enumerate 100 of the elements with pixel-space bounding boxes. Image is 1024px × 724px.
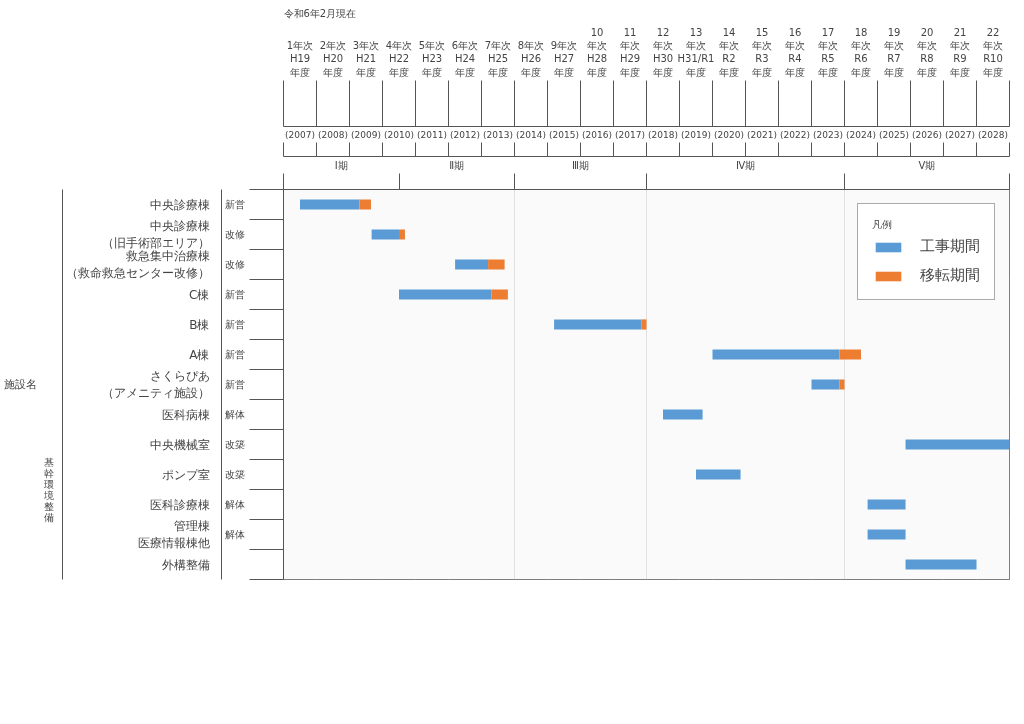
- bar: [712, 349, 840, 360]
- text: 4年次 H22年度: [385, 40, 413, 78]
- x-tick-label: (2016): [582, 129, 612, 140]
- text: 基幹環境整備: [42, 456, 54, 523]
- text: 16年次 R4年度: [785, 26, 805, 78]
- y-tick-label: 中央機械室: [149, 437, 210, 452]
- text: 9年次 H27年度: [550, 40, 578, 78]
- text: 13年次 H31/R1年度: [677, 26, 715, 78]
- text: 解体: [224, 409, 245, 420]
- text: 新営: [224, 379, 245, 390]
- band-label: Ⅰ期: [334, 159, 348, 171]
- x-tick-label: (2021): [747, 129, 777, 140]
- x-tick-label: (2020): [714, 129, 744, 140]
- y-tick-label: 管理棟医療情報棟他: [137, 519, 210, 550]
- bar: [491, 289, 508, 300]
- bar: [839, 379, 845, 390]
- text: 12年次 H30年度: [652, 26, 674, 78]
- y-tick-label: 中央診療棟: [149, 197, 210, 212]
- text: 19年次 R7年度: [884, 26, 904, 78]
- band-label: Ⅱ期: [449, 159, 465, 171]
- x-tick-label: (2017): [615, 129, 645, 140]
- x-tick-label: (2015): [549, 129, 579, 140]
- text: 新営: [224, 319, 245, 330]
- x-tick-label: (2011): [417, 129, 447, 140]
- text: 新営: [224, 349, 245, 360]
- bar: [811, 379, 840, 390]
- x-tick-label: (2013): [483, 129, 513, 140]
- text: 解体: [224, 529, 245, 540]
- bar: [905, 559, 977, 570]
- text: 3年次 H21年度: [352, 40, 380, 78]
- y-axis-title: 施設名: [3, 378, 37, 391]
- text: 8年次 H26年度: [517, 40, 545, 78]
- y-tick-label: C棟: [189, 287, 210, 302]
- bar: [867, 529, 906, 540]
- y-tick-label: 救急集中治療棟（救命救急センター改修）: [65, 249, 210, 280]
- bar: [399, 289, 492, 300]
- bar: [641, 319, 647, 330]
- text: 20年次 R8年度: [917, 26, 937, 78]
- band-label: Ⅲ期: [572, 159, 589, 171]
- x-tick-label: (2026): [912, 129, 942, 140]
- text: 17年次 R5年度: [818, 26, 838, 78]
- legend-title: 凡例: [872, 218, 893, 232]
- text: 11年次 H29年度: [619, 26, 641, 78]
- bar: [696, 469, 741, 480]
- text: 2年次 H20年度: [319, 40, 347, 78]
- bar: [359, 199, 371, 210]
- x-tick-label: (2028): [978, 129, 1008, 140]
- bar: [371, 229, 399, 240]
- x-tick-label: (2009): [351, 129, 381, 140]
- text: 21年次 R9年度: [950, 26, 970, 78]
- text: 令和6年2月現在: [283, 7, 357, 19]
- x-tick-label: (2027): [945, 129, 975, 140]
- y-tick-label: 外構整備: [161, 557, 210, 572]
- x-tick-label: (2012): [450, 129, 480, 140]
- x-tick-label: (2007): [285, 129, 315, 140]
- x-tick-label: (2023): [813, 129, 843, 140]
- bar: [905, 439, 1010, 450]
- text: 18年次 R6年度: [851, 26, 871, 78]
- text: 改築: [224, 439, 245, 450]
- y-tick-label: A棟: [189, 347, 210, 362]
- text: 6年次 H24年度: [451, 40, 479, 78]
- x-tick-label: (2025): [879, 129, 909, 140]
- bar: [554, 319, 642, 330]
- y-tick-label: さくらぴあ（アメニティ施設）: [101, 369, 210, 400]
- text: 1年次 H19年度: [286, 40, 314, 78]
- y-tick-label: 医科病棟: [161, 407, 210, 422]
- bar: [488, 259, 505, 270]
- text: 改修: [224, 229, 245, 240]
- x-tick-label: (2014): [516, 129, 546, 140]
- text: 新営: [224, 289, 245, 300]
- x-tick-label: (2008): [318, 129, 348, 140]
- x-tick-label: (2018): [648, 129, 678, 140]
- y-tick-label: 中央診療棟（旧手術部エリア）: [101, 219, 210, 250]
- text: 14年次 R2年度: [719, 26, 739, 78]
- y-tick-label: B棟: [189, 317, 210, 332]
- text: 10年次 H28年度: [586, 26, 608, 78]
- text: 改修: [224, 259, 245, 270]
- bar: [839, 349, 861, 360]
- x-tick-label: (2019): [681, 129, 711, 140]
- text: 改築: [224, 469, 245, 480]
- text: 7年次 H25年度: [484, 40, 512, 78]
- bar: [663, 409, 703, 420]
- text: 解体: [224, 499, 245, 510]
- text: 新営: [224, 199, 245, 210]
- band-label: Ⅴ期: [918, 159, 936, 171]
- bar: [867, 499, 906, 510]
- text: 5年次 H23年度: [418, 40, 446, 78]
- legend-label: 移転期間: [920, 266, 980, 285]
- bar: [399, 229, 405, 240]
- bar: [300, 199, 360, 210]
- text: 15年次 R3年度: [752, 26, 772, 78]
- y-tick-label: ポンプ室: [161, 467, 210, 482]
- text: 22年次 R10年度: [983, 26, 1003, 78]
- x-tick-label: (2024): [846, 129, 876, 140]
- x-tick-label: (2022): [780, 129, 810, 140]
- legend-label: 工事期間: [920, 237, 980, 256]
- x-tick-label: (2010): [384, 129, 414, 140]
- bar: [455, 259, 489, 270]
- y-tick-label: 医科診療棟: [149, 497, 210, 512]
- band-label: Ⅳ期: [735, 159, 756, 171]
